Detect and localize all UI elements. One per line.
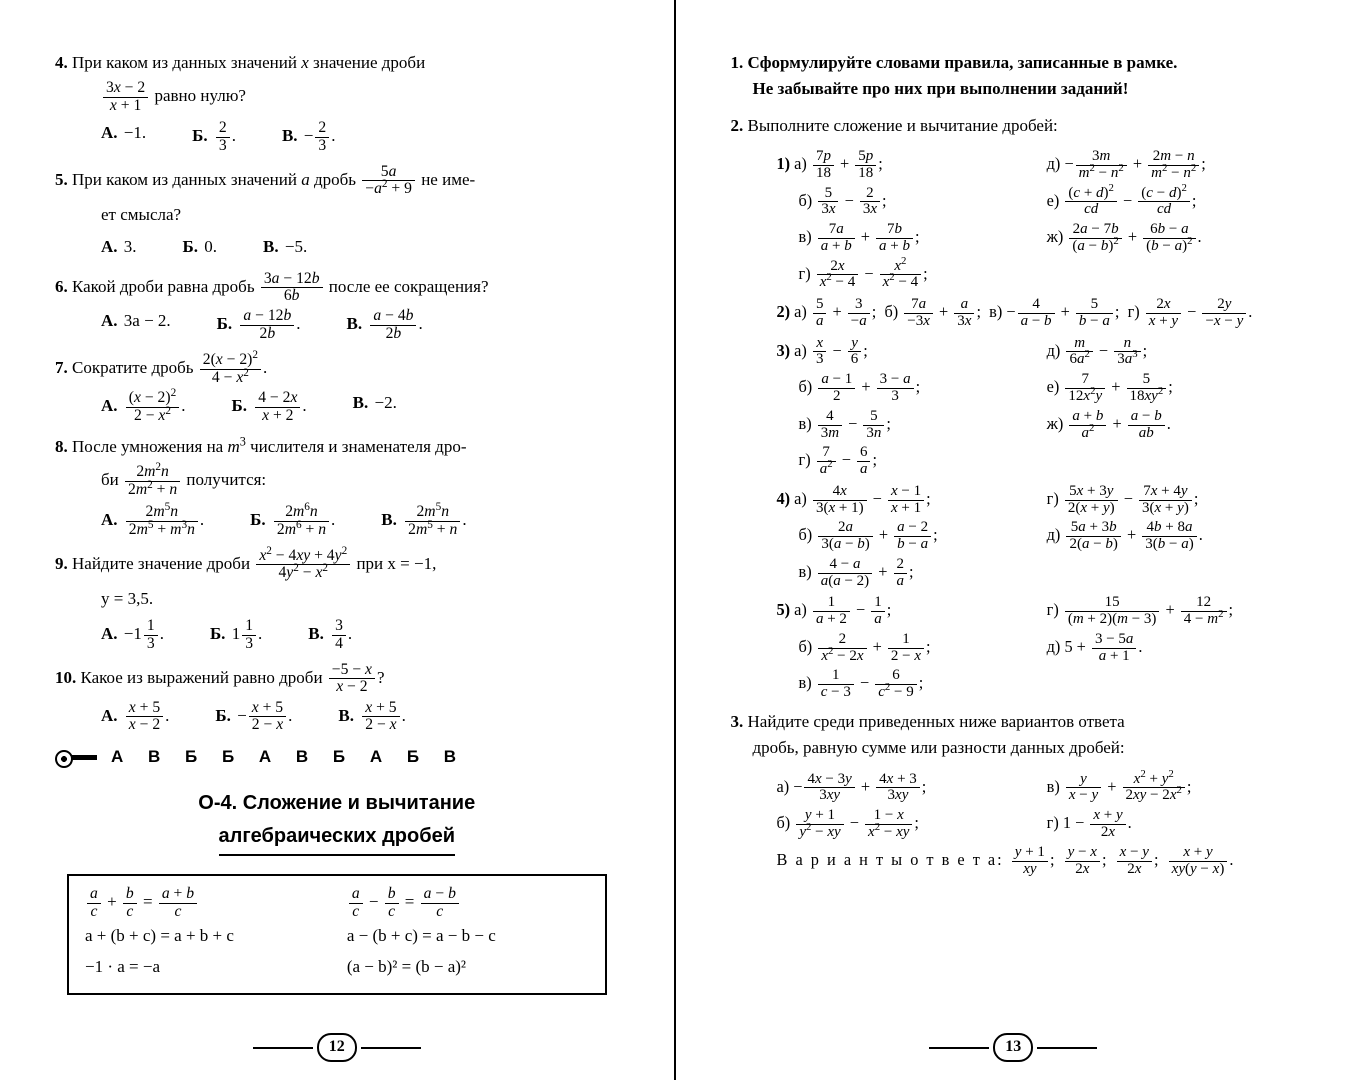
g3: 3) а) x3 − y6; д) m6a2 − n3a3; (777, 336, 1297, 369)
task-5-options: А. 3. Б. 0. В. −5. (101, 234, 619, 260)
task-4: 4. При каком из данных значений x значен… (55, 50, 619, 154)
section-subtitle: алгебраических дробей (219, 821, 455, 856)
task-4-num: 4. (55, 53, 68, 72)
task-9: 9. Найдите значение дроби x2 − 4xy + 4y2… (55, 548, 619, 652)
task-7: 7. Сократите дробь 2(x − 2)24 − x2. А. (… (55, 352, 619, 424)
task-4-options: А. −1. Б. 23. В. −23. (101, 120, 619, 154)
g1-row-a: 1) а) 7p18 + 5p18; д) −3mm2 − n2 + 2m − … (777, 149, 1297, 182)
g4: 4) а) 4x3(x + 1) − x − 1x + 1; г) 5x + 3… (777, 484, 1297, 517)
task-10: 10. Какое из выражений равно дроби −5 − … (55, 662, 619, 734)
page-number-right: 13 (676, 1033, 1351, 1062)
task-6-options: А. 3a − 2. Б. a − 12b2b. В. a − 4b2b. (101, 308, 619, 342)
page-13: 1. Сформулируйте словами правила, записа… (676, 0, 1351, 1080)
task-8: 8. После умножения на m3 числителя и зна… (55, 434, 619, 538)
r-task-2: 2. Выполните сложение и вычитание дробей… (731, 113, 1297, 139)
r-task-3: 3. Найдите среди приведенных ниже вариан… (731, 709, 1297, 762)
key-icon (55, 748, 101, 766)
answer-key: А В Б Б А В Б А Б В (55, 744, 619, 770)
r-task-1: 1. Сформулируйте словами правила, записа… (731, 50, 1297, 103)
task-6: 6. Какой дроби равна дробь 3a − 12b6b по… (55, 271, 619, 343)
variants: В а р и а н т ы о т в е т а: y + 1xy; y … (777, 845, 1297, 878)
task-7-options: А. (x − 2)22 − x2. Б. 4 − 2xx + 2. В. −2… (101, 390, 619, 424)
section-title: О-4. Сложение и вычитание (55, 788, 619, 819)
task-4-text: При каком из данных значений x значение … (72, 53, 425, 72)
r3-row: а) −4x − 3y3xy + 4x + 33xy; в) yx − y + … (777, 772, 1297, 805)
task-8-options: А. 2m5n2m5 + m3n. Б. 2m6n2m6 + n. В. 2m5… (101, 504, 619, 538)
task-5: 5. При каком из данных значений a дробь … (55, 164, 619, 261)
g5: 5) а) 1a + 2 − 1a; г) 15(m + 2)(m − 3) +… (777, 595, 1297, 628)
g2: 2) а) 5a + 3−a; б) 7a−3x + a3x; в) −4a −… (777, 297, 1297, 330)
task-10-options: А. x + 5x − 2. Б. −x + 52 − x. В. x + 52… (101, 700, 619, 734)
task-9-options: А. −113. Б. 113. В. 34. (101, 618, 619, 652)
rules-box: ac + bc = a + bc a + (b + c) = a + b + c… (67, 874, 607, 995)
page-number-left: 12 (0, 1033, 674, 1062)
page-12: 4. При каком из данных значений x значен… (0, 0, 676, 1080)
